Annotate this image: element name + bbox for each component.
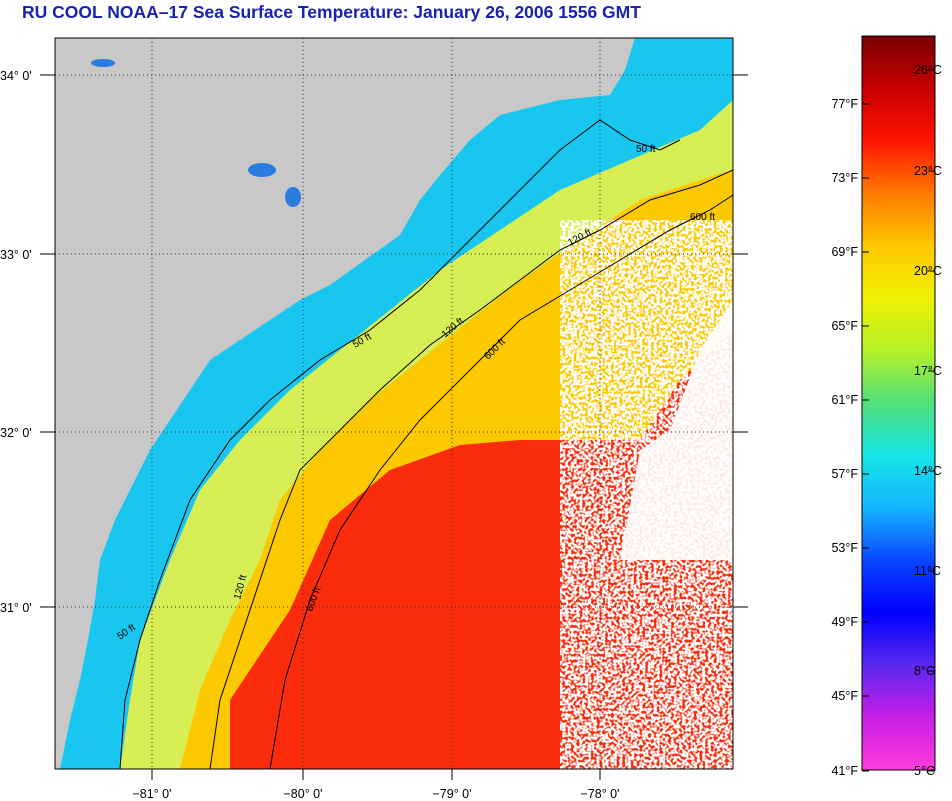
lake-1 (91, 59, 115, 67)
c-label-8: 8°C (914, 664, 935, 678)
f-label-61: 61°F (831, 393, 858, 407)
map-grid (55, 38, 733, 769)
scale-labels: 77°F 73°F 69°F 65°F 61°F 57°F 53°F 49°F … (831, 63, 941, 778)
lon-label-80: −80° 0' (283, 787, 322, 801)
lon-label-78: −78° 0' (580, 787, 619, 801)
lat-label-31: 31° 0' (0, 601, 32, 615)
f-label-57: 57°F (831, 467, 858, 481)
contour-50ft (119, 119, 681, 769)
depth-contours (119, 119, 733, 769)
c-label-14: 14°C (914, 464, 942, 478)
f-label-45: 45°F (831, 689, 858, 703)
contour-label-50ft: 50 ft (636, 144, 656, 155)
c-label-26: 26°C (914, 63, 942, 77)
f-label-69: 69°F (831, 245, 858, 259)
lon-label-79: −79° 0' (432, 787, 471, 801)
f-label-73: 73°F (831, 171, 858, 185)
lake-3 (285, 187, 301, 207)
c-label-23: 23°C (914, 164, 942, 178)
contour-label-600ft: 600 ft (690, 212, 715, 223)
axis-ticks (40, 74, 748, 780)
cloud-core (620, 300, 733, 560)
lake-2 (248, 163, 276, 177)
f-label-53: 53°F (831, 541, 858, 555)
lat-label-32: 32° 0' (0, 426, 32, 440)
map-title: RU COOL NOAA–17 Sea Surface Temperature:… (22, 2, 641, 22)
contour-120ft (209, 169, 733, 769)
color-bar (861, 35, 936, 771)
lat-label-33: 33° 0' (0, 248, 32, 262)
f-label-41: 41°F (831, 764, 858, 778)
land-area (55, 38, 635, 769)
map-layers (55, 38, 733, 769)
lon-label-81: −81° 0' (132, 787, 171, 801)
f-label-77: 77°F (831, 97, 858, 111)
contour-600ft (269, 194, 733, 769)
f-label-65: 65°F (831, 319, 858, 333)
lat-label-34: 34° 0' (0, 69, 32, 83)
c-label-5: 5°C (914, 764, 935, 778)
c-label-17: 17°C (914, 364, 942, 378)
map-frame (54, 37, 734, 770)
f-label-49: 49°F (831, 615, 858, 629)
c-label-11: 11°C (914, 564, 941, 578)
c-label-20: 20°C (914, 264, 942, 278)
